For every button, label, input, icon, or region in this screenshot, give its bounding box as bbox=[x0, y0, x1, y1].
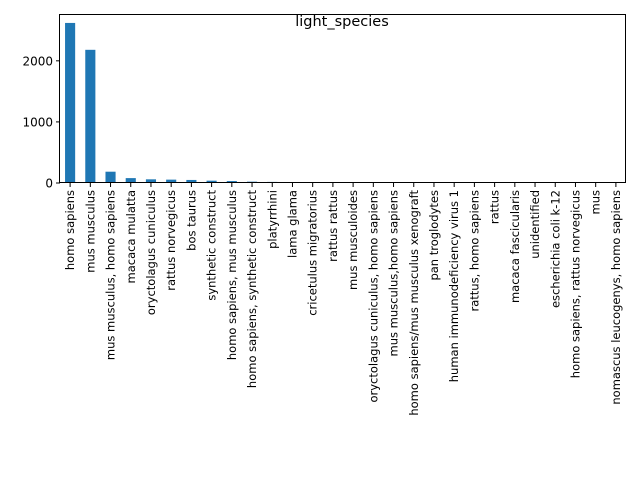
x-tick-label-22: macaca fascicularis bbox=[508, 190, 522, 303]
x-tick-label-5: rattus norvegicus bbox=[164, 190, 178, 291]
x-tick-label-17: homo sapiens/mus musculus xenograft bbox=[407, 190, 421, 416]
x-tick-label-8: homo sapiens, mus musculus bbox=[225, 190, 239, 360]
x-tick-label-2: mus musculus, homo sapiens bbox=[104, 190, 118, 360]
x-tick-label-13: rattus rattus bbox=[326, 190, 340, 262]
bar-3 bbox=[125, 178, 136, 183]
y-axis: 0 1000 2000 bbox=[22, 54, 60, 191]
x-tick-label-21: rattus bbox=[488, 190, 502, 224]
y-tick-label-2: 2000 bbox=[22, 54, 53, 68]
x-tick-label-25: homo sapiens, rattus norvegicus bbox=[568, 190, 582, 378]
x-tick-label-12: cricetulus migratorius bbox=[306, 190, 320, 316]
x-tick-label-3: macaca mulatta bbox=[124, 190, 138, 283]
x-tick-label-1: mus musculus bbox=[83, 190, 97, 273]
bar-5 bbox=[166, 179, 177, 183]
x-tick-label-9: homo sapiens, synthetic construct bbox=[245, 190, 259, 389]
x-tick-label-6: bos taurus bbox=[184, 190, 198, 251]
x-tick-label-23: unidentified bbox=[528, 190, 542, 259]
bar-0 bbox=[65, 22, 76, 183]
x-tick-label-16: mus musculus,homo sapiens bbox=[387, 190, 401, 356]
x-tick-label-7: synthetic construct bbox=[205, 190, 219, 301]
x-tick-label-15: oryctolagus cuniculus, homo sapiens bbox=[366, 190, 380, 403]
x-tick-label-4: oryctolagus cuniculus bbox=[144, 190, 158, 315]
x-tick-label-24: escherichia coli k-12 bbox=[548, 190, 562, 308]
x-axis: homo sapiens mus musculus mus musculus, ho… bbox=[63, 183, 623, 416]
y-tick-label-0: 0 bbox=[45, 177, 53, 191]
x-tick-label-10: platyrrhini bbox=[265, 190, 279, 249]
chart-title: light_species bbox=[295, 14, 389, 30]
x-tick-label-26: mus bbox=[589, 190, 603, 214]
x-tick-label-14: mus musculoides bbox=[346, 190, 360, 290]
bar-6 bbox=[186, 179, 197, 183]
plot-frame bbox=[59, 14, 626, 183]
y-tick-label-1: 1000 bbox=[22, 115, 53, 129]
x-tick-label-19: human immunodeficiency virus 1 bbox=[447, 190, 461, 382]
bar-2 bbox=[105, 171, 116, 183]
x-tick-label-27: nomascus leucogenys, homo sapiens bbox=[609, 190, 623, 405]
bar-7 bbox=[206, 180, 217, 183]
x-tick-label-11: lama glama bbox=[285, 190, 299, 258]
bar-1 bbox=[85, 49, 96, 183]
x-tick-label-18: pan troglodytes bbox=[427, 190, 441, 281]
x-tick-label-0: homo sapiens bbox=[63, 190, 77, 270]
bars-group bbox=[65, 22, 621, 183]
bar-4 bbox=[145, 179, 157, 183]
x-tick-label-20: rattus, homo sapiens bbox=[467, 190, 481, 312]
